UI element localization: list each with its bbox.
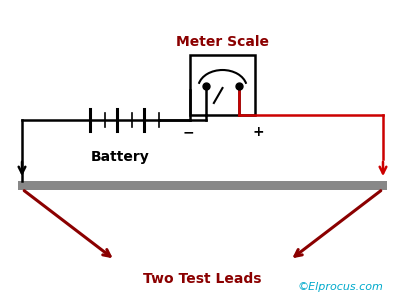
- Text: +: +: [253, 125, 264, 139]
- Bar: [190, 55, 255, 115]
- Text: Battery: Battery: [91, 150, 149, 164]
- Text: ©Elprocus.com: ©Elprocus.com: [297, 282, 383, 292]
- Text: Two Test Leads: Two Test Leads: [143, 272, 261, 286]
- Bar: [18, 181, 387, 190]
- Text: Meter Scale: Meter Scale: [176, 35, 269, 49]
- Text: −: −: [182, 125, 194, 139]
